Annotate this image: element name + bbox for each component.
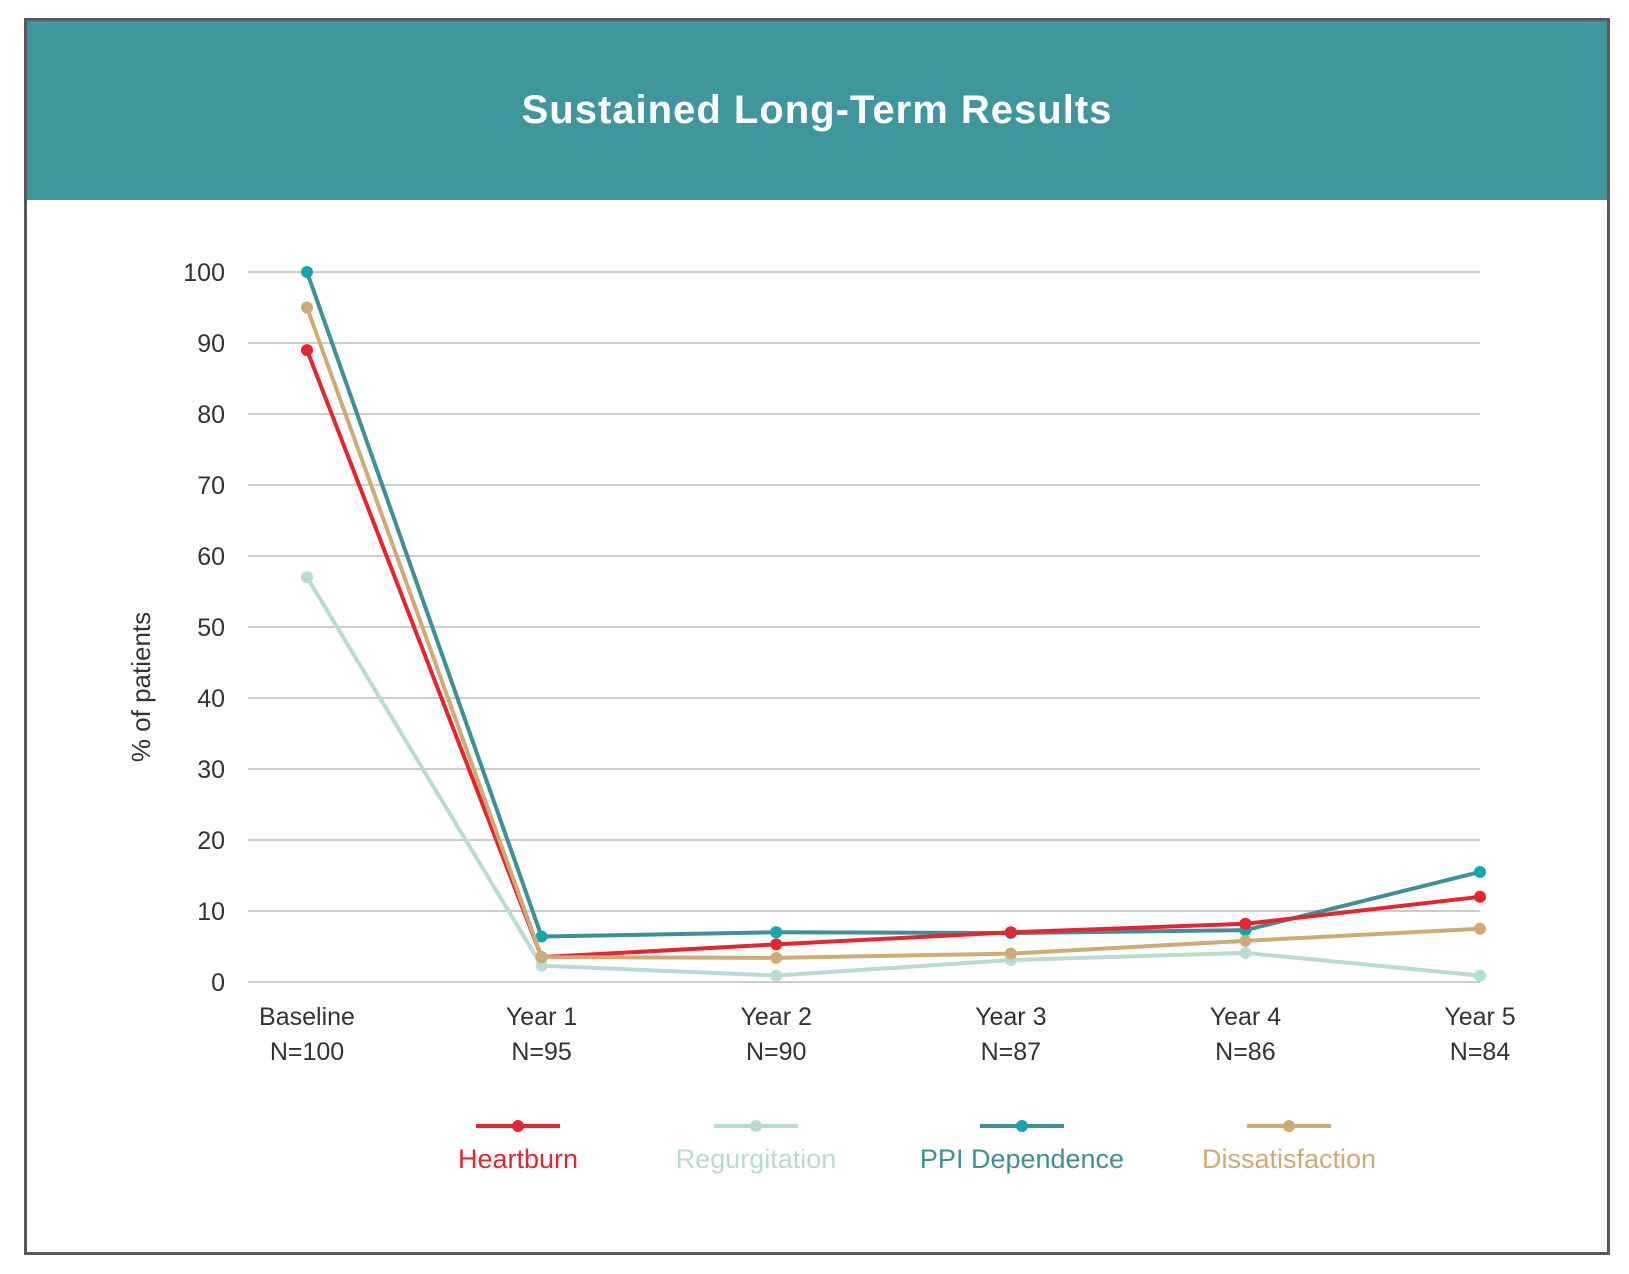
header-banner: Sustained Long-Term Results <box>27 21 1607 200</box>
legend-label: Heartburn <box>458 1144 578 1174</box>
legend-item-ppi-dependence: PPI Dependence <box>920 1120 1124 1174</box>
series-line-heartburn <box>305 348 1482 960</box>
y-tick-label: 80 <box>197 401 225 429</box>
legend-item-dissatisfaction: Dissatisfaction <box>1202 1120 1376 1174</box>
x-tick-category: Year 2 <box>741 1003 812 1031</box>
y-tick-label: 70 <box>197 472 225 500</box>
data-point-regurgitation <box>535 959 548 972</box>
chart-card: Sustained Long-Term Results <box>24 18 1610 1255</box>
x-tick-sample-size: N=86 <box>1215 1038 1275 1066</box>
grid-lines <box>248 271 1480 983</box>
data-point-regurgitation <box>1474 969 1486 982</box>
data-point-dissatisfaction <box>1004 947 1017 960</box>
legend-swatch-marker <box>750 1120 762 1132</box>
data-point-heartburn <box>1004 926 1017 939</box>
y-tick-label: 0 <box>211 969 225 997</box>
x-tick-category: Year 5 <box>1444 1003 1515 1031</box>
y-tick-label: 90 <box>197 330 225 358</box>
data-point-regurgitation <box>1239 946 1252 959</box>
x-tick-category: Year 4 <box>1210 1003 1281 1031</box>
data-point-ppi-dependence <box>535 930 548 943</box>
series-line-ppi-dependence <box>305 270 1482 939</box>
y-axis-title: % of patients <box>126 612 156 762</box>
data-point-dissatisfaction <box>1239 934 1252 947</box>
x-tick-category: Year 1 <box>506 1003 577 1031</box>
series-lines <box>301 266 1486 982</box>
x-tick-label: Year 1 N=95 <box>506 1003 577 1066</box>
chart-title: Sustained Long-Term Results <box>521 88 1113 132</box>
data-point-regurgitation <box>770 969 783 982</box>
legend-swatch-marker <box>1283 1120 1295 1132</box>
legend-swatch-marker <box>512 1120 524 1132</box>
data-point-dissatisfaction <box>770 951 783 964</box>
x-tick-label: Year 4 N=86 <box>1210 1003 1281 1066</box>
y-tick-label: 20 <box>197 827 225 855</box>
x-tick-label: Year 2 N=90 <box>741 1003 812 1066</box>
x-tick-sample-size: N=84 <box>1450 1038 1511 1066</box>
x-tick-label: Year 5 N=84 <box>1444 1003 1515 1066</box>
legend-label: Dissatisfaction <box>1202 1144 1376 1174</box>
y-tick-label: 40 <box>197 685 225 713</box>
data-point-dissatisfaction <box>1474 922 1486 935</box>
legend-label: Regurgitation <box>676 1144 837 1174</box>
series-ppi-dependence <box>301 266 1486 943</box>
data-point-heartburn <box>1239 917 1252 930</box>
data-point-heartburn <box>1474 890 1486 903</box>
data-point-regurgitation <box>301 571 313 584</box>
y-tick-label: 60 <box>197 543 225 571</box>
data-point-ppi-dependence <box>301 266 313 278</box>
legend-label: PPI Dependence <box>920 1144 1124 1174</box>
x-tick-sample-size: N=95 <box>511 1038 571 1066</box>
x-tick-sample-size: N=90 <box>746 1038 806 1066</box>
series-line-regurgitation <box>305 575 1482 978</box>
x-tick-label: Baseline N=100 <box>259 1003 355 1066</box>
x-tick-sample-size: N=100 <box>270 1038 344 1066</box>
legend: Heartburn Regurgitation PPI Dependence Diss… <box>458 1120 1376 1174</box>
y-axis-ticks: 0 10 20 30 40 50 60 70 80 90 100 <box>183 259 225 997</box>
legend-item-heartburn: Heartburn <box>458 1120 578 1174</box>
y-tick-label: 10 <box>197 898 225 926</box>
series-regurgitation <box>301 571 1486 982</box>
series-line-dissatisfaction <box>305 305 1482 960</box>
data-point-heartburn <box>301 344 313 357</box>
legend-swatch-marker <box>1016 1120 1028 1132</box>
x-tick-label: Year 3 N=87 <box>975 1003 1046 1066</box>
data-point-dissatisfaction <box>301 301 313 314</box>
y-tick-label: 50 <box>197 614 225 642</box>
x-tick-sample-size: N=87 <box>981 1038 1041 1066</box>
y-tick-label: 100 <box>183 259 225 287</box>
legend-item-regurgitation: Regurgitation <box>676 1120 837 1174</box>
y-tick-label: 30 <box>197 756 225 784</box>
series-dissatisfaction <box>301 301 1486 964</box>
series-heartburn <box>301 344 1486 964</box>
x-axis-ticks: Baseline N=100 Year 1 N=95 Year 2 N=90 Year 3 N… <box>259 1003 1516 1066</box>
data-point-dissatisfaction <box>535 951 548 964</box>
data-point-heartburn <box>770 938 783 951</box>
data-point-ppi-dependence <box>1474 865 1486 878</box>
data-point-ppi-dependence <box>770 926 783 939</box>
x-tick-category: Year 3 <box>975 1003 1046 1031</box>
x-tick-category: Baseline <box>259 1003 355 1031</box>
